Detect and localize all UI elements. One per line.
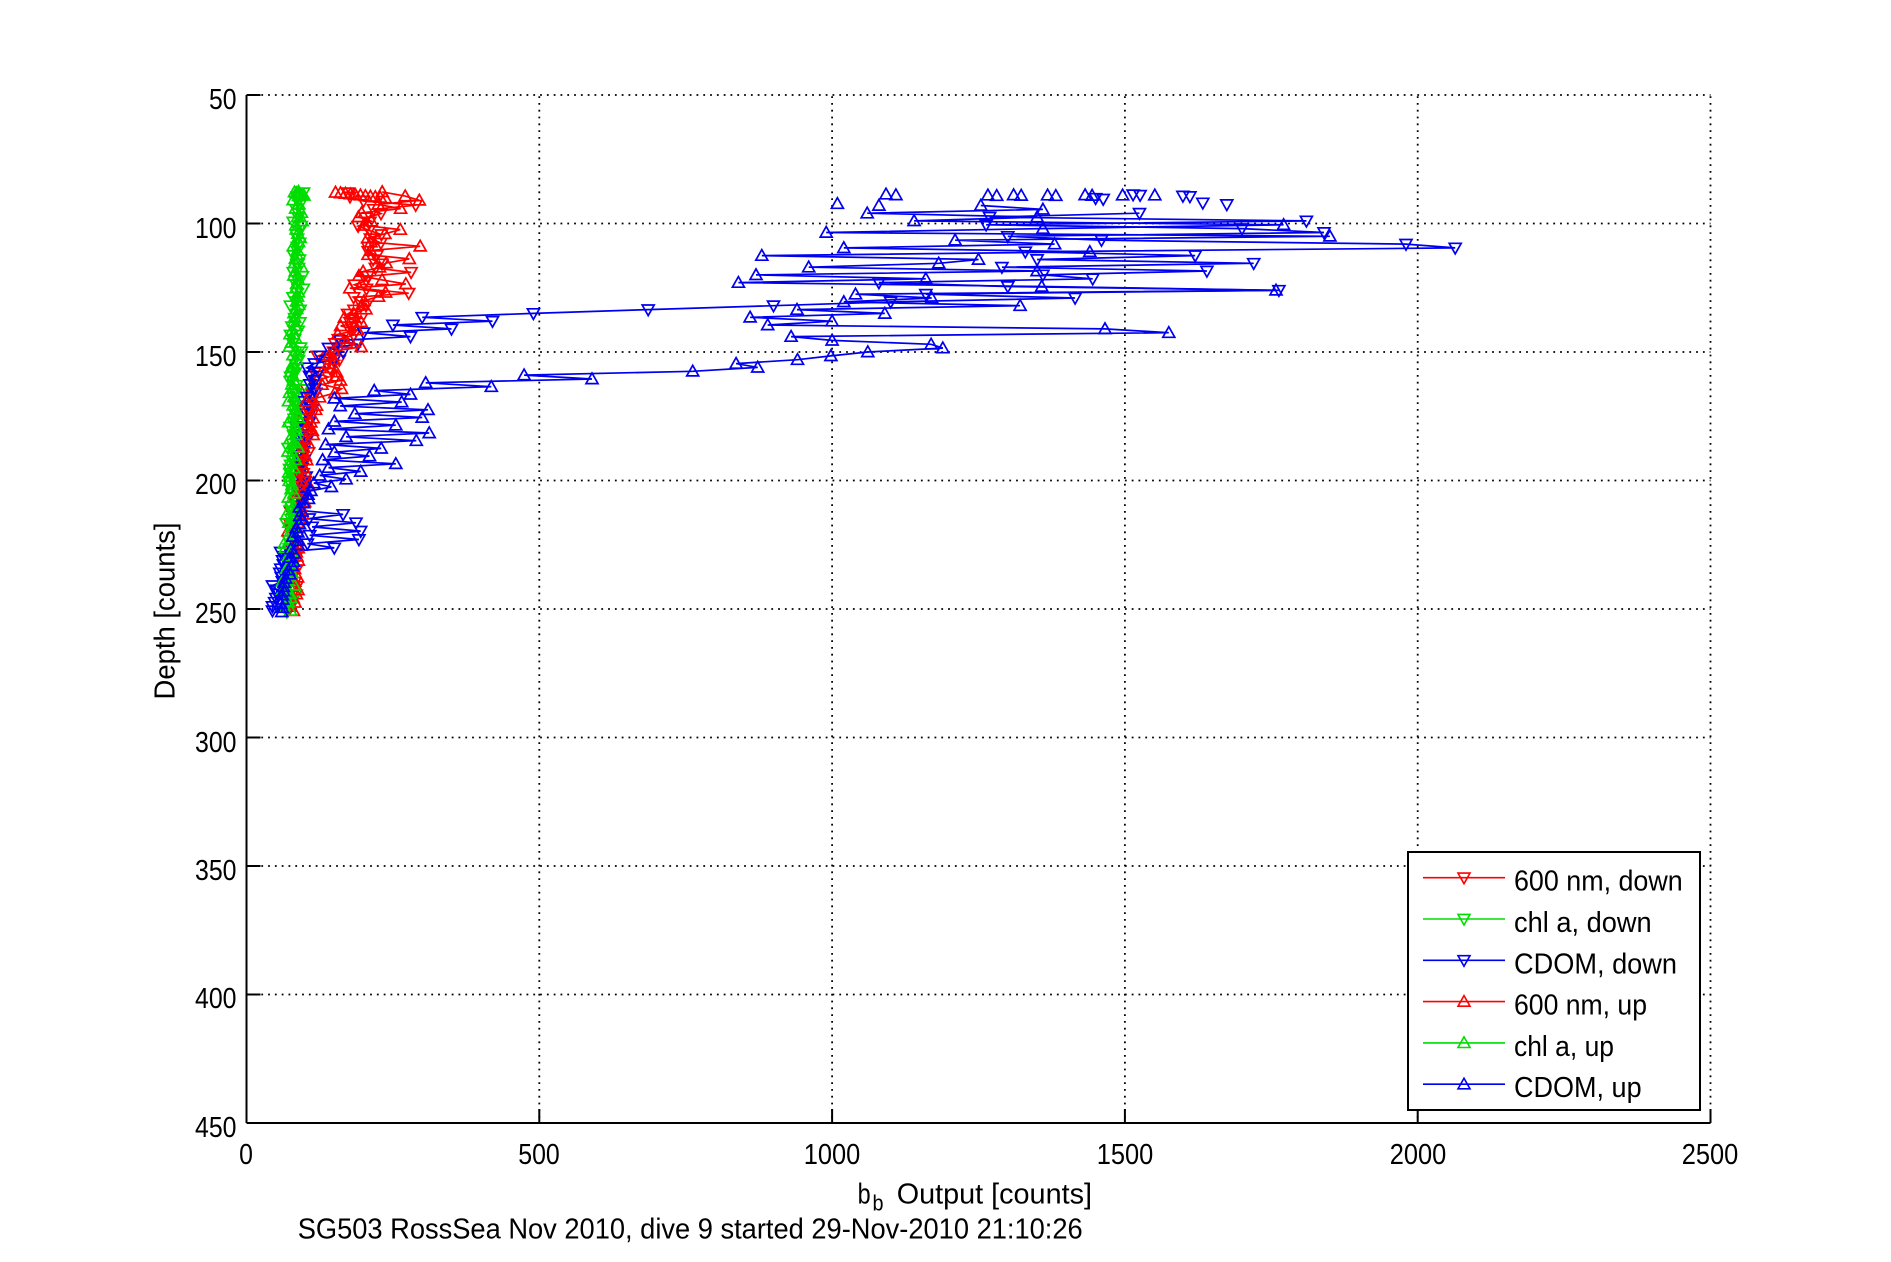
svg-text:b: b <box>858 1179 871 1211</box>
svg-text:600 nm, down: 600 nm, down <box>1514 866 1683 898</box>
svg-text:chl a, down: chl a, down <box>1514 907 1652 939</box>
svg-text:2000: 2000 <box>1390 1139 1447 1171</box>
svg-text:50: 50 <box>209 84 237 116</box>
svg-text:350: 350 <box>195 855 237 887</box>
svg-text:100: 100 <box>195 213 237 245</box>
svg-text:CDOM, down: CDOM, down <box>1514 948 1677 980</box>
svg-text:chl a, up: chl a, up <box>1514 1031 1614 1063</box>
svg-text:600 nm, up: 600 nm, up <box>1514 990 1647 1022</box>
svg-text:1500: 1500 <box>1097 1139 1154 1171</box>
svg-text:250: 250 <box>195 598 237 630</box>
svg-text:2500: 2500 <box>1682 1139 1739 1171</box>
svg-text:150: 150 <box>195 341 237 373</box>
svg-text:300: 300 <box>195 727 237 759</box>
svg-text:200: 200 <box>195 469 237 501</box>
svg-text:450: 450 <box>195 1112 237 1144</box>
svg-text:Depth [counts]: Depth [counts] <box>150 523 182 700</box>
svg-text:Output [counts]: Output [counts] <box>897 1179 1092 1211</box>
svg-text:500: 500 <box>518 1139 560 1171</box>
svg-text:SG503 RossSea Nov 2010, dive 9: SG503 RossSea Nov 2010, dive 9 started 2… <box>298 1214 1083 1246</box>
svg-text:0: 0 <box>239 1139 253 1171</box>
svg-text:b: b <box>873 1191 884 1216</box>
svg-text:CDOM, up: CDOM, up <box>1514 1072 1642 1104</box>
svg-text:1000: 1000 <box>804 1139 861 1171</box>
svg-text:400: 400 <box>195 983 237 1015</box>
